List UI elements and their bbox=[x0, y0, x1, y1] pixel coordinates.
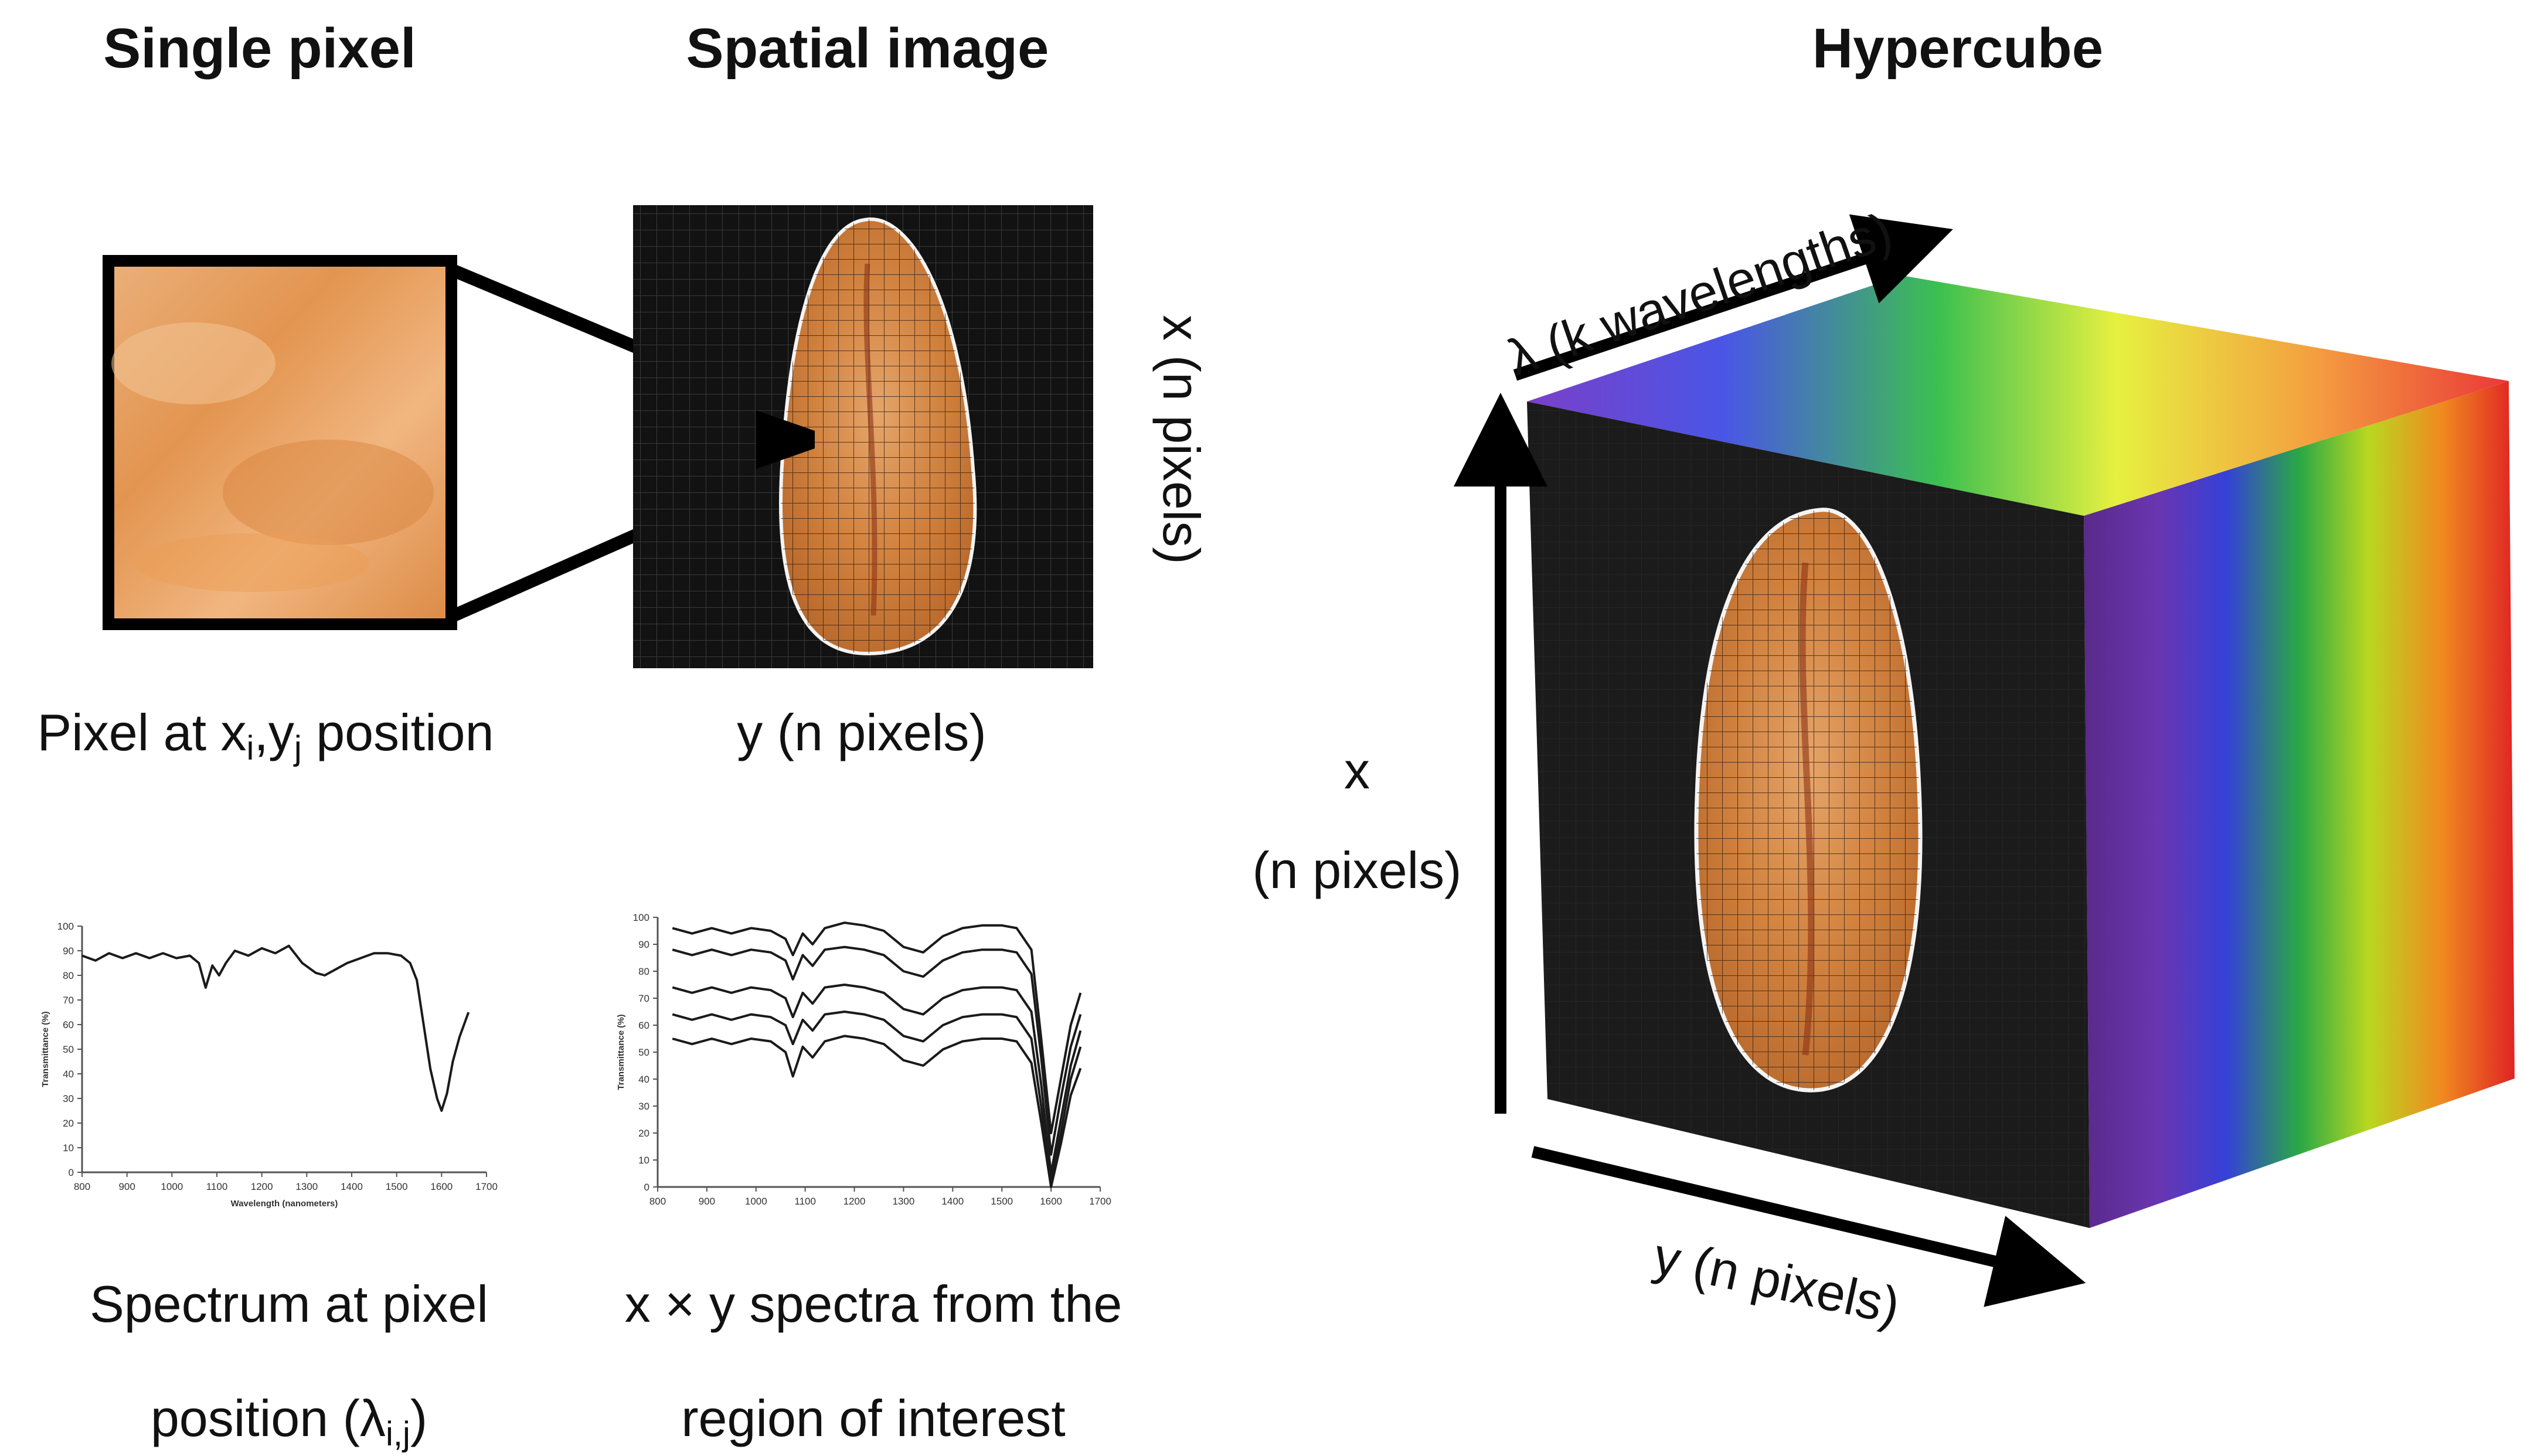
chart2-xtick-label: 1700 bbox=[1089, 1196, 1111, 1207]
spatial-x-label: x (n pixels) bbox=[1152, 315, 1210, 564]
chart1-ytick-label: 70 bbox=[63, 995, 74, 1006]
chart1-xtick-label: 1500 bbox=[386, 1181, 408, 1192]
chart2-ylabel: Transmittance (%) bbox=[616, 1014, 626, 1090]
spatial-image bbox=[633, 205, 1093, 668]
chart1-ytick-label: 10 bbox=[63, 1142, 74, 1154]
cube-side-face bbox=[2084, 381, 2515, 1228]
cube-y-label: y (n pixels) bbox=[1649, 1227, 1905, 1335]
chart1-series-line-0 bbox=[82, 946, 468, 1111]
chart1-xtick-label: 900 bbox=[118, 1181, 135, 1192]
chart2-xtick-label: 1300 bbox=[893, 1196, 915, 1207]
chart2-xtick-label: 1200 bbox=[843, 1196, 866, 1207]
chart2-ytick-label: 80 bbox=[638, 966, 649, 977]
chart1-xtick-label: 1300 bbox=[295, 1181, 318, 1192]
chart1-xtick-label: 1700 bbox=[475, 1181, 498, 1192]
chart1-ytick-label: 20 bbox=[63, 1118, 74, 1129]
chart1-ytick-label: 60 bbox=[63, 1019, 74, 1030]
chart1-xtick-label: 1400 bbox=[341, 1181, 363, 1192]
chart1-xtick-label: 1600 bbox=[430, 1181, 453, 1192]
chart1-xtick-label: 1200 bbox=[251, 1181, 273, 1192]
chart1-ylabel: Transmittance (%) bbox=[40, 1011, 50, 1087]
spatial-y-label: y (n pixels) bbox=[737, 703, 986, 761]
chart1-xlabel: Wavelength (nanometers) bbox=[231, 1199, 338, 1209]
hypercube bbox=[1527, 275, 2515, 1228]
chart1-ytick-label: 30 bbox=[63, 1093, 74, 1104]
chart1-ytick-label: 90 bbox=[63, 945, 74, 957]
chart1-ytick-label: 40 bbox=[63, 1069, 74, 1080]
spectrum-caption-line1: Spectrum at pixel bbox=[90, 1275, 488, 1333]
chart1-ytick-label: 0 bbox=[69, 1167, 74, 1178]
single-spectrum-chart: 0 10 20 30 40 50 60 70 80 90 100 800 900 1000 1100 1200… bbox=[40, 921, 498, 1209]
pixel-caption: Pixel at xi,yj position bbox=[37, 703, 494, 767]
header-spatial-image: Spatial image bbox=[686, 17, 1049, 80]
spectra-caption-line1: x × y spectra from the bbox=[625, 1275, 1122, 1333]
chart1-xtick-label: 1000 bbox=[161, 1181, 183, 1192]
chart2-ytick-label: 70 bbox=[638, 993, 649, 1004]
multi-spectra-chart: 0 10 20 30 40 50 60 70 80 90 100 800 900 1000 1100 1200… bbox=[616, 912, 1111, 1207]
chart2-ytick-label: 0 bbox=[644, 1182, 649, 1193]
chart1-xtick-label: 1100 bbox=[206, 1181, 228, 1192]
chart2-ytick-label: 30 bbox=[638, 1101, 649, 1112]
chart2-xtick-label: 1400 bbox=[941, 1196, 964, 1207]
spectrum-caption-line2: position (λi,j) bbox=[151, 1389, 427, 1453]
pixel-zoom-square bbox=[108, 261, 451, 624]
header-hypercube: Hypercube bbox=[1812, 17, 2103, 80]
chart2-ytick-label: 60 bbox=[638, 1020, 649, 1031]
chart1-ytick-label: 80 bbox=[63, 970, 74, 981]
chart1-xtick-label: 800 bbox=[74, 1181, 90, 1192]
chart2-xtick-label: 1500 bbox=[991, 1196, 1013, 1207]
cube-x-label: x bbox=[1344, 741, 1370, 800]
chart2-ytick-label: 20 bbox=[638, 1128, 649, 1139]
chart2-ytick-label: 40 bbox=[638, 1074, 649, 1085]
chart2-ytick-label: 100 bbox=[633, 912, 649, 923]
chart2-xtick-label: 1000 bbox=[745, 1196, 767, 1207]
chart2-series-line-4 bbox=[672, 1036, 1080, 1187]
chart2-xtick-label: 1100 bbox=[794, 1196, 816, 1207]
chart1-ytick-label: 50 bbox=[63, 1044, 74, 1055]
chart2-ytick-label: 50 bbox=[638, 1047, 649, 1058]
chart2-series-line-1 bbox=[672, 947, 1080, 1155]
header-single-pixel: Single pixel bbox=[103, 17, 416, 80]
chart2-xtick-label: 900 bbox=[699, 1196, 715, 1207]
chart1-ytick-label: 100 bbox=[57, 921, 74, 932]
cube-x-units-label: (n pixels) bbox=[1253, 841, 1462, 899]
chart2-ytick-label: 90 bbox=[638, 939, 649, 950]
chart2-series-line-3 bbox=[672, 1012, 1080, 1182]
chart2-series-line-2 bbox=[672, 985, 1080, 1173]
chart2-xtick-label: 1600 bbox=[1040, 1196, 1062, 1207]
chart2-ytick-label: 10 bbox=[638, 1155, 649, 1166]
spectra-caption-line2: region of interest bbox=[681, 1389, 1066, 1447]
chart2-xtick-label: 800 bbox=[649, 1196, 666, 1207]
